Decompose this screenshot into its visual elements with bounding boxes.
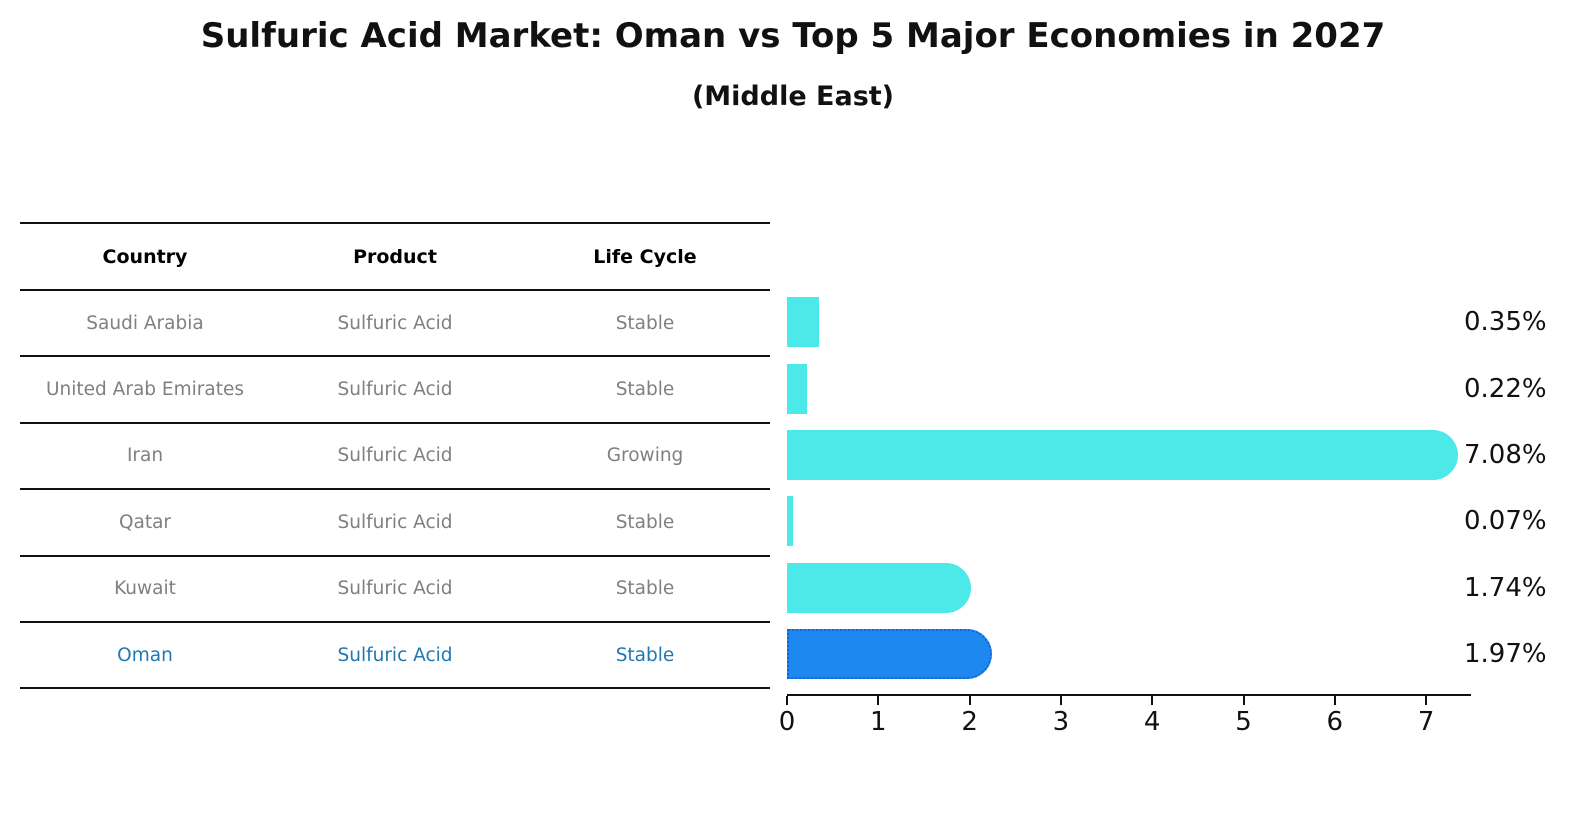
bar-value-label: 0.07% (1464, 506, 1547, 537)
bar-kuwait (787, 562, 971, 613)
bar-value-label: 7.08% (1464, 439, 1547, 470)
x-axis-tick-label: 3 (1052, 707, 1070, 737)
data-table: Country Product Life Cycle Saudi Arabia Sulf… (20, 222, 770, 690)
x-axis-tick (968, 696, 971, 705)
table-row: United Arab Emirates Sulfuric Acid Stable (20, 357, 770, 424)
table-cell-life-cycle: Stable (615, 312, 675, 334)
x-axis-tick (1242, 696, 1245, 705)
table-cell-country: Iran (126, 445, 164, 467)
x-axis-tick-label: 4 (1143, 707, 1161, 737)
table-cell-product: Sulfuric Acid (337, 578, 453, 600)
table-row: Iran Sulfuric Acid Growing (20, 424, 770, 491)
table-header-row: Country Product Life Cycle (20, 224, 770, 291)
table-cell-country: United Arab Emirates (46, 379, 244, 401)
table-cell-country: Oman (117, 644, 173, 666)
table-cell-life-cycle: Growing (606, 445, 684, 467)
bar-qatar (787, 496, 794, 547)
bar-value-label: 1.97% (1464, 639, 1547, 670)
table-cell-life-cycle: Stable (615, 379, 675, 401)
table-cell-country: Saudi Arabia (86, 312, 204, 334)
x-axis-tick (877, 696, 880, 705)
bar-united-arab-emirates (787, 363, 808, 414)
x-axis-tick-label: 5 (1235, 707, 1252, 737)
table-row: Kuwait Sulfuric Acid Stable (20, 557, 770, 623)
x-axis-tick-label: 2 (961, 707, 978, 737)
chart-title: Sulfuric Acid Market: Oman vs Top 5 Majo… (200, 16, 1386, 56)
table-cell-life-cycle: Stable (615, 578, 675, 600)
bar-value-label: 0.35% (1464, 307, 1547, 338)
x-axis-tick (1151, 696, 1154, 705)
table-cell-country: Kuwait (114, 578, 176, 600)
table-header-country: Country (102, 245, 188, 268)
x-axis-tick (1425, 696, 1428, 705)
table-row: Oman Sulfuric Acid Stable (20, 623, 770, 690)
table-cell-product: Sulfuric Acid (337, 445, 453, 467)
bar-value-label: 1.74% (1464, 572, 1547, 603)
table-row: Qatar Sulfuric Acid Stable (20, 490, 770, 557)
x-axis-tick (1059, 696, 1062, 705)
x-axis-tick-label: 7 (1417, 707, 1435, 737)
x-axis-line (787, 694, 1471, 696)
table-cell-product: Sulfuric Acid (337, 379, 453, 401)
bar-iran (787, 430, 1459, 480)
table-header-product: Product (353, 245, 437, 268)
table-row: Saudi Arabia Sulfuric Acid Stable (20, 291, 770, 358)
bar-value-label: 0.22% (1464, 373, 1547, 404)
table-cell-country: Qatar (118, 511, 172, 533)
bar-saudi-arabia (787, 297, 819, 348)
x-axis-tick-label: 6 (1326, 707, 1344, 737)
x-axis-tick-label: 1 (870, 707, 887, 737)
chart-subtitle: (Middle East) (691, 81, 895, 112)
x-axis-tick (786, 696, 788, 705)
bar-highlighted-oman (787, 629, 992, 680)
table-cell-product: Sulfuric Acid (337, 511, 453, 533)
table-cell-life-cycle: Stable (615, 644, 675, 666)
x-axis-tick (1333, 696, 1336, 705)
table-cell-product: Sulfuric Acid (337, 644, 453, 666)
x-axis-tick-label: 0 (778, 707, 796, 737)
table-header-life-cycle: Life Cycle (593, 245, 697, 268)
table-cell-life-cycle: Stable (615, 511, 675, 533)
table-cell-product: Sulfuric Acid (337, 312, 453, 334)
